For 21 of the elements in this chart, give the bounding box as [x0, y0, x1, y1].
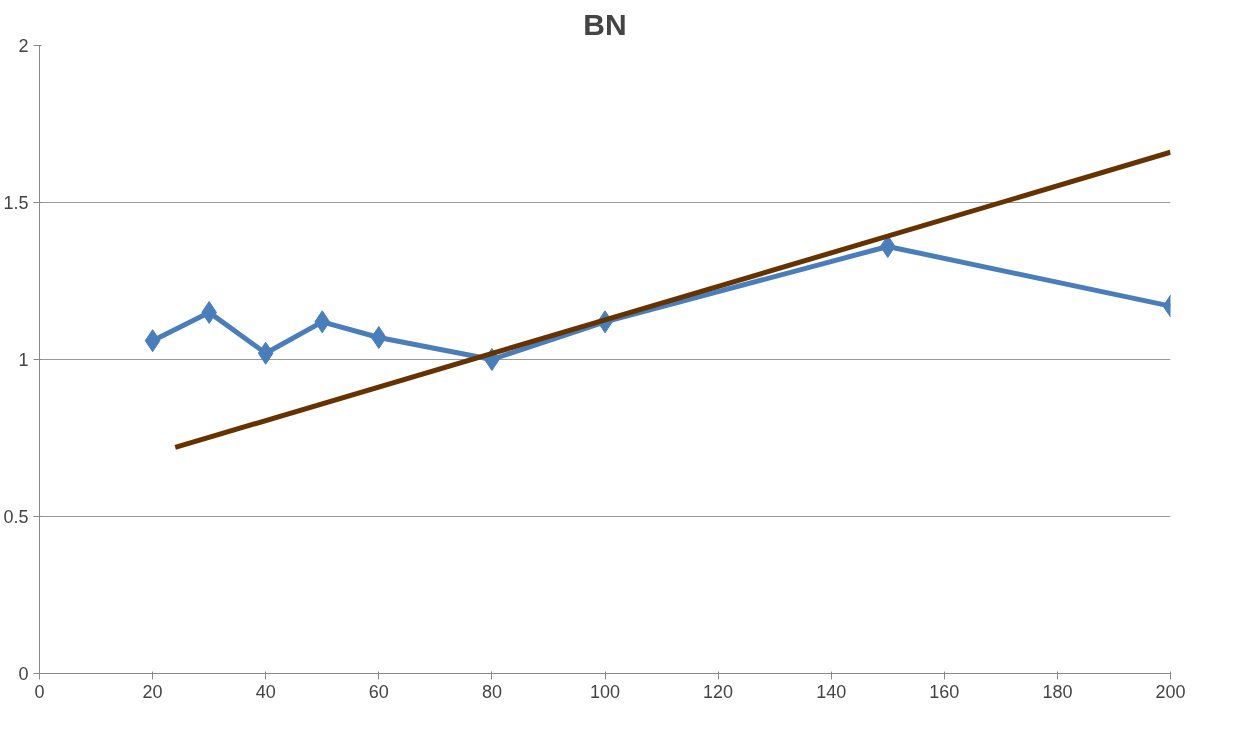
x-tick-label: 200 [1155, 681, 1186, 702]
point [370, 326, 387, 350]
x-tick-label: 120 [703, 681, 734, 702]
y-tick-label: 1 [18, 350, 29, 370]
y-tick-label: 0 [18, 664, 29, 684]
y-tick-label: 0.5 [3, 507, 29, 527]
point [144, 329, 161, 353]
x-tick-label: 60 [368, 681, 389, 702]
point [257, 341, 274, 365]
point [314, 310, 331, 334]
x-tick-label: 80 [481, 681, 502, 702]
chart-title: BN [583, 7, 627, 41]
x-tick-label: 160 [929, 681, 960, 702]
x-tick-label: 20 [142, 681, 163, 702]
x-tick-label: 140 [816, 681, 847, 702]
x-tick-label: 100 [589, 681, 621, 702]
x-tick-label: 180 [1042, 681, 1073, 702]
y-tick-label: 2 [18, 36, 29, 56]
x-tick-label: 0 [34, 681, 45, 702]
x-tick-label: 40 [255, 681, 276, 702]
y-tick-label: 1.5 [3, 193, 29, 213]
